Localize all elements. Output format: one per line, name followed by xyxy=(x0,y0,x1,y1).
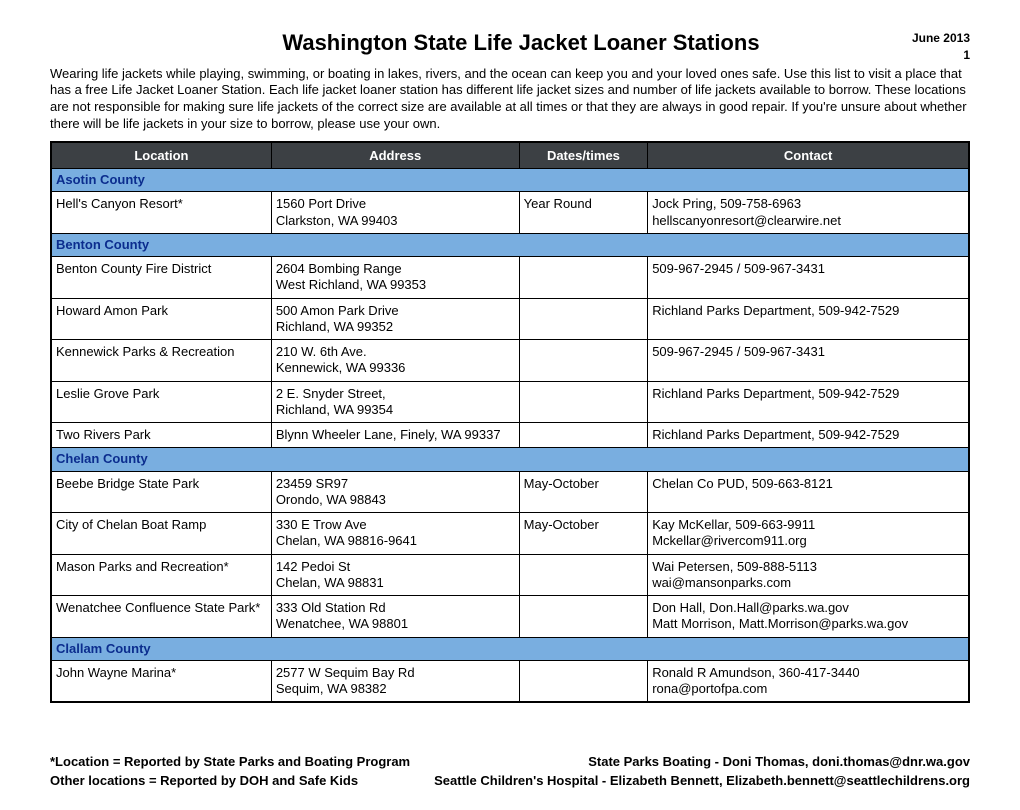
col-address: Address xyxy=(271,142,519,169)
cell-contact: Ronald R Amundson, 360-417-3440rona@port… xyxy=(648,660,969,702)
cell-dates xyxy=(519,554,648,596)
cell-contact: 509-967-2945 / 509-967-3431 xyxy=(648,340,969,382)
table-row: Kennewick Parks & Recreation210 W. 6th A… xyxy=(51,340,969,382)
cell-dates: May-October xyxy=(519,471,648,513)
cell-contact: Richland Parks Department, 509-942-7529 xyxy=(648,298,969,340)
cell-location: Howard Amon Park xyxy=(51,298,271,340)
county-row: Clallam County xyxy=(51,637,969,660)
col-location: Location xyxy=(51,142,271,169)
doc-title: Washington State Life Jacket Loaner Stat… xyxy=(130,30,912,56)
cell-location: Beebe Bridge State Park xyxy=(51,471,271,513)
col-contact: Contact xyxy=(648,142,969,169)
cell-location: Hell's Canyon Resort* xyxy=(51,192,271,234)
table-row: John Wayne Marina*2577 W Sequim Bay RdSe… xyxy=(51,660,969,702)
cell-address: 1560 Port DriveClarkston, WA 99403 xyxy=(271,192,519,234)
doc-date: June 2013 xyxy=(912,30,970,47)
county-name: Asotin County xyxy=(51,169,969,192)
table-row: Hell's Canyon Resort*1560 Port DriveClar… xyxy=(51,192,969,234)
cell-dates: May-October xyxy=(519,513,648,555)
cell-address: Blynn Wheeler Lane, Finely, WA 99337 xyxy=(271,423,519,448)
footnote-asterisk: *Location = Reported by State Parks and … xyxy=(50,753,410,771)
cell-location: Wenatchee Confluence State Park* xyxy=(51,596,271,638)
cell-location: Kennewick Parks & Recreation xyxy=(51,340,271,382)
table-row: Benton County Fire District2604 Bombing … xyxy=(51,257,969,299)
table-row: Howard Amon Park500 Amon Park DriveRichl… xyxy=(51,298,969,340)
cell-contact: Chelan Co PUD, 509-663-8121 xyxy=(648,471,969,513)
cell-dates xyxy=(519,298,648,340)
cell-location: John Wayne Marina* xyxy=(51,660,271,702)
county-name: Clallam County xyxy=(51,637,969,660)
footnote-other: Other locations = Reported by DOH and Sa… xyxy=(50,772,410,790)
cell-address: 142 Pedoi StChelan, WA 98831 xyxy=(271,554,519,596)
table-body: Asotin CountyHell's Canyon Resort*1560 P… xyxy=(51,169,969,703)
cell-dates xyxy=(519,596,648,638)
cell-dates xyxy=(519,660,648,702)
cell-address: 500 Amon Park DriveRichland, WA 99352 xyxy=(271,298,519,340)
cell-location: Leslie Grove Park xyxy=(51,381,271,423)
footer-right: State Parks Boating - Doni Thomas, doni.… xyxy=(434,753,970,789)
cell-dates xyxy=(519,257,648,299)
table-row: Two Rivers ParkBlynn Wheeler Lane, Finel… xyxy=(51,423,969,448)
contact-parks: State Parks Boating - Doni Thomas, doni.… xyxy=(434,753,970,771)
doc-date-page: June 2013 1 xyxy=(912,30,970,64)
county-name: Benton County xyxy=(51,233,969,256)
cell-address: 333 Old Station RdWenatchee, WA 98801 xyxy=(271,596,519,638)
table-row: Wenatchee Confluence State Park*333 Old … xyxy=(51,596,969,638)
cell-dates xyxy=(519,381,648,423)
cell-dates: Year Round xyxy=(519,192,648,234)
cell-contact: Jock Pring, 509-758-6963hellscanyonresor… xyxy=(648,192,969,234)
doc-page: 1 xyxy=(912,47,970,64)
footer: *Location = Reported by State Parks and … xyxy=(50,753,970,789)
table-row: Leslie Grove Park2 E. Snyder Street,Rich… xyxy=(51,381,969,423)
cell-address: 2577 W Sequim Bay RdSequim, WA 98382 xyxy=(271,660,519,702)
stations-table: Location Address Dates/times Contact Aso… xyxy=(50,141,970,703)
cell-dates xyxy=(519,340,648,382)
cell-address: 2 E. Snyder Street,Richland, WA 99354 xyxy=(271,381,519,423)
table-header-row: Location Address Dates/times Contact xyxy=(51,142,969,169)
county-row: Chelan County xyxy=(51,448,969,471)
cell-contact: Richland Parks Department, 509-942-7529 xyxy=(648,381,969,423)
cell-contact: Richland Parks Department, 509-942-7529 xyxy=(648,423,969,448)
county-row: Asotin County xyxy=(51,169,969,192)
county-name: Chelan County xyxy=(51,448,969,471)
cell-contact: 509-967-2945 / 509-967-3431 xyxy=(648,257,969,299)
table-row: Beebe Bridge State Park23459 SR97Orondo,… xyxy=(51,471,969,513)
cell-contact: Wai Petersen, 509-888-5113wai@mansonpark… xyxy=(648,554,969,596)
cell-address: 23459 SR97Orondo, WA 98843 xyxy=(271,471,519,513)
cell-location: Two Rivers Park xyxy=(51,423,271,448)
doc-header: Washington State Life Jacket Loaner Stat… xyxy=(50,30,970,64)
cell-location: Mason Parks and Recreation* xyxy=(51,554,271,596)
col-dates: Dates/times xyxy=(519,142,648,169)
cell-location: City of Chelan Boat Ramp xyxy=(51,513,271,555)
cell-address: 210 W. 6th Ave.Kennewick, WA 99336 xyxy=(271,340,519,382)
cell-contact: Kay McKellar, 509-663-9911Mckellar@river… xyxy=(648,513,969,555)
contact-hospital: Seattle Children's Hospital - Elizabeth … xyxy=(434,772,970,790)
footer-left: *Location = Reported by State Parks and … xyxy=(50,753,410,789)
table-row: Mason Parks and Recreation*142 Pedoi StC… xyxy=(51,554,969,596)
cell-address: 330 E Trow AveChelan, WA 98816-9641 xyxy=(271,513,519,555)
cell-address: 2604 Bombing RangeWest Richland, WA 9935… xyxy=(271,257,519,299)
cell-dates xyxy=(519,423,648,448)
cell-location: Benton County Fire District xyxy=(51,257,271,299)
county-row: Benton County xyxy=(51,233,969,256)
intro-text: Wearing life jackets while playing, swim… xyxy=(50,66,970,134)
table-row: City of Chelan Boat Ramp330 E Trow AveCh… xyxy=(51,513,969,555)
cell-contact: Don Hall, Don.Hall@parks.wa.govMatt Morr… xyxy=(648,596,969,638)
